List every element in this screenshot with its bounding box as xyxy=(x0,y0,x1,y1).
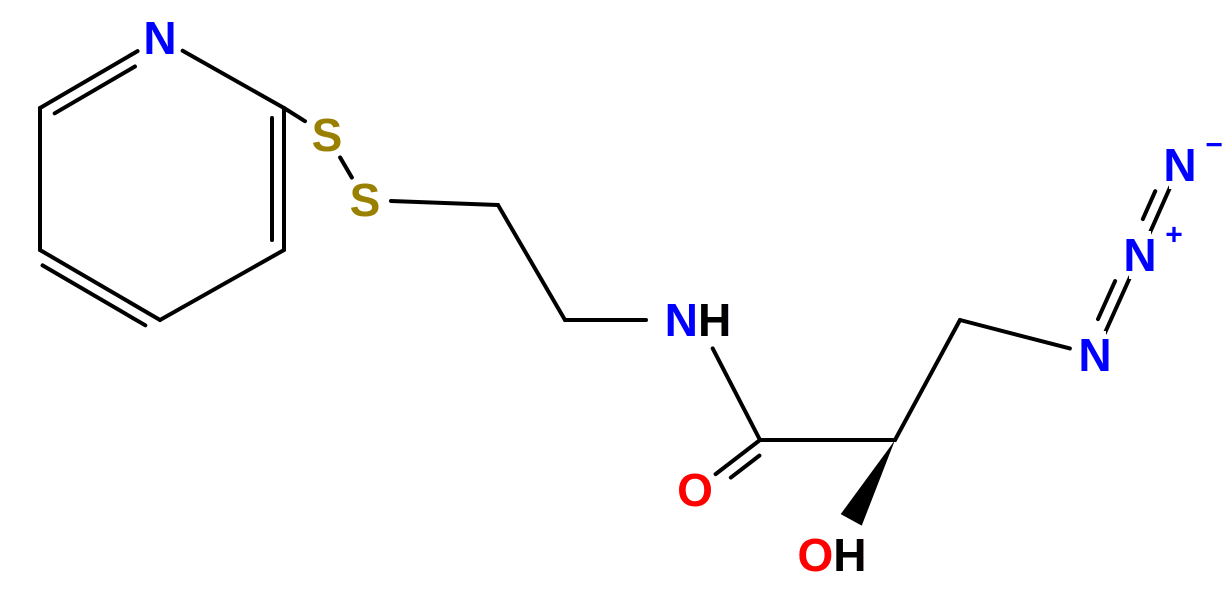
atom-o: OH xyxy=(797,529,866,581)
atom-label: N xyxy=(1163,139,1196,191)
bonds-group xyxy=(40,51,1170,526)
bond xyxy=(43,265,146,325)
molecule-diagram: NSSNHOOHNN+N−NHOH xyxy=(0,0,1228,593)
bond xyxy=(40,51,138,108)
atom-s: S xyxy=(312,109,343,161)
atom-label: O xyxy=(677,464,713,516)
atoms-group: NSSNHOOHNN+N−NHOH xyxy=(143,12,1222,581)
bond xyxy=(391,201,498,205)
atom-n: N xyxy=(1078,329,1111,381)
atom-n: NH xyxy=(665,294,731,346)
bond xyxy=(1105,277,1130,333)
bond xyxy=(713,348,760,440)
bond xyxy=(960,320,1070,348)
atom-label: NH xyxy=(665,294,731,346)
atom-n: N− xyxy=(1163,129,1222,192)
bond xyxy=(40,250,160,320)
atom-label: N xyxy=(1078,329,1111,381)
bond xyxy=(183,51,284,108)
atom-label: S xyxy=(350,174,381,226)
atom-label: N xyxy=(143,12,176,64)
atom-label: S xyxy=(312,109,343,161)
atom-n: N xyxy=(143,12,176,64)
atom-charge: + xyxy=(1165,219,1183,252)
bond xyxy=(498,205,565,320)
bond-wedge xyxy=(841,440,895,526)
bond xyxy=(1143,191,1155,219)
bond xyxy=(55,67,135,114)
atom-o: O xyxy=(677,464,713,516)
atom-label: OH xyxy=(797,529,866,581)
bond xyxy=(895,320,960,440)
bond xyxy=(716,440,760,474)
atom-label: N xyxy=(1123,229,1156,281)
bond xyxy=(160,250,284,320)
bond xyxy=(284,108,305,121)
atom-charge: − xyxy=(1205,129,1223,162)
atom-s: S xyxy=(350,174,381,226)
